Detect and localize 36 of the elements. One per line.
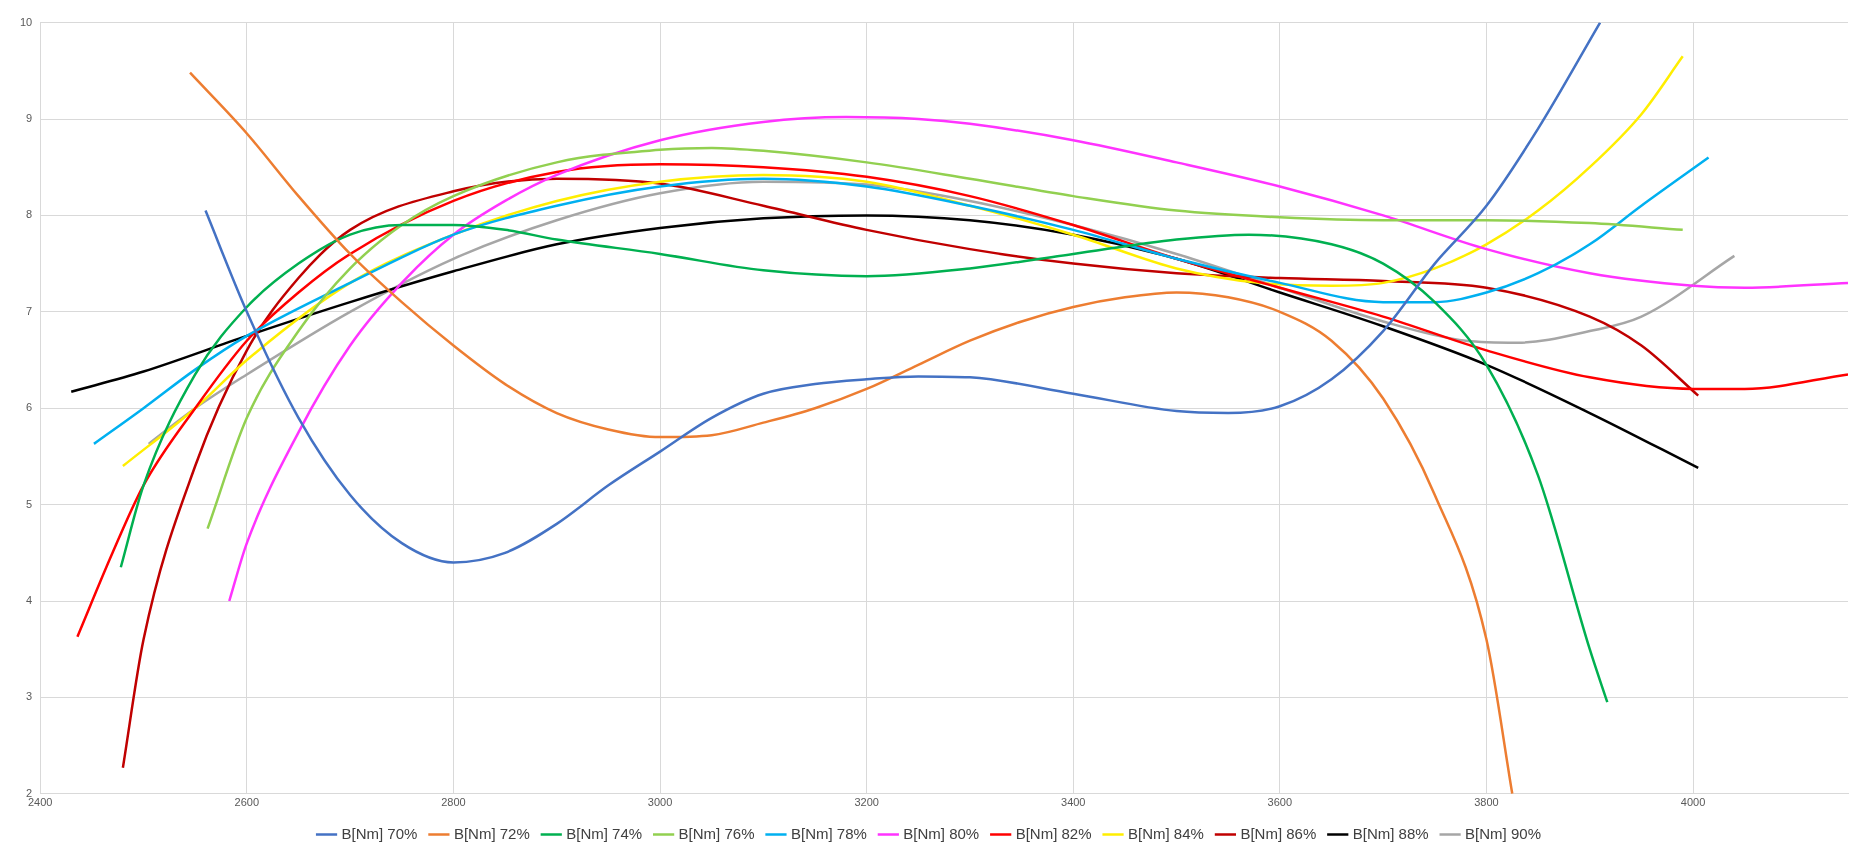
x-tick-label: 3200 — [854, 796, 879, 809]
x-tick-label: 3800 — [1474, 796, 1499, 809]
line-series — [228, 115, 1848, 603]
legend-label: B[Nm] 76% — [678, 824, 755, 842]
legend-label: B[Nm] 86% — [1240, 824, 1317, 842]
y-tick-label: 7 — [26, 304, 33, 317]
line-series — [121, 177, 1700, 770]
legend-label: B[Nm] 72% — [453, 824, 530, 842]
x-tick-label: 3000 — [647, 796, 673, 809]
y-tick-label: 5 — [26, 497, 33, 510]
line-series — [76, 163, 1848, 638]
x-tick-label: 2600 — [234, 796, 260, 809]
legend-label: B[Nm] 84% — [1128, 824, 1204, 842]
legend-label: B[Nm] 82% — [1015, 824, 1092, 842]
y-tick-label: 4 — [26, 594, 33, 607]
line-series — [188, 71, 1514, 794]
y-tick-label: 8 — [26, 208, 33, 221]
x-tick-label: 2400 — [27, 796, 53, 809]
x-tick-label: 3600 — [1267, 796, 1293, 809]
x-tick-label: 3400 — [1061, 796, 1086, 809]
legend-label: B[Nm] 80% — [903, 824, 980, 842]
y-tick-label: 2 — [26, 786, 33, 799]
legend-label: B[Nm] 90% — [1465, 824, 1541, 842]
line-series — [206, 146, 1684, 530]
legend-label: B[Nm] 78% — [790, 824, 867, 842]
legend-label: B[Nm] 88% — [1352, 824, 1429, 842]
legend-label: B[Nm] 74% — [566, 824, 643, 842]
y-tick-label: 3 — [26, 690, 33, 703]
x-tick-label: 4000 — [1680, 796, 1706, 809]
y-tick-label: 9 — [26, 112, 33, 125]
legend-label: B[Nm] 70% — [341, 824, 418, 842]
line-series — [119, 223, 1609, 704]
x-tick-label: 2800 — [441, 796, 466, 809]
line-series — [204, 22, 1602, 564]
y-tick-label: 10 — [19, 15, 33, 28]
y-tick-label: 6 — [26, 401, 33, 414]
